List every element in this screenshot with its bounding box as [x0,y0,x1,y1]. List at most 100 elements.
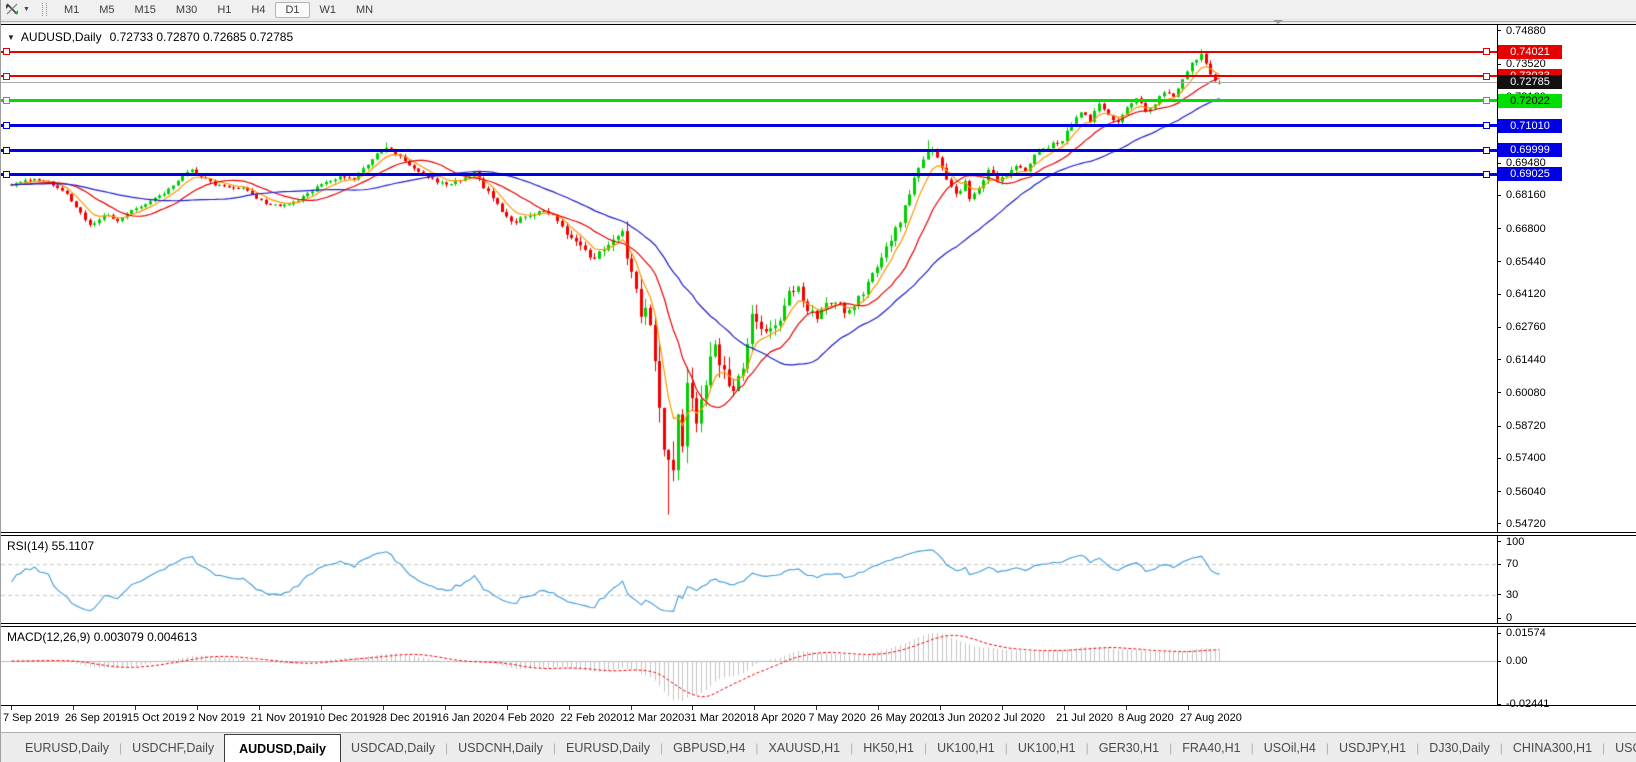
price-tick-label: 0.66800 [1506,222,1546,235]
price-tick-label: 0.64120 [1506,288,1546,301]
price-line-handle[interactable] [3,170,10,178]
tab-separator: | [755,741,759,755]
symbol-dropdown-icon[interactable]: ▼ [7,32,15,42]
price-line[interactable] [1,148,1497,152]
price-axis-tick [1497,30,1501,32]
symbol-tab-uk100-h1[interactable]: UK100,H1 [1017,741,1076,755]
price-axis-tick [1497,228,1501,230]
price-line-handle[interactable] [3,97,10,105]
date-axis: 7 Sep 2019 26 Sep 2019 15 Oct 2019 2 Nov 20… [1,706,1636,732]
price-tick-label: 0.69480 [1506,157,1546,170]
timeframe-button-m5[interactable]: M5 [99,3,115,16]
price-line[interactable] [1,172,1497,176]
scroll-position-marker[interactable] [1273,20,1283,24]
symbol-tab-usdcnh-daily[interactable]: USDCNH,Daily [458,741,543,755]
current-price-line [1,81,1497,83]
price-line-handle[interactable] [3,48,10,56]
symbol-tab-audusd-daily[interactable]: AUDUSD,Daily [224,734,341,762]
price-line-handle[interactable] [3,122,10,130]
price-tick-label: 0.61440 [1506,353,1546,366]
symbol-tab-uk100-h1[interactable]: UK100,H1 [937,741,995,755]
tab-separator: | [1602,741,1606,755]
symbol-tab-usdcad-daily[interactable]: USDCAD,Daily [350,741,435,755]
price-axis-tick [1497,261,1501,263]
toolbar-grip[interactable] [41,3,47,16]
timeframe-button-h1[interactable]: H1 [217,3,232,16]
symbol-tab-fra40-h1[interactable]: FRA40,H1 [1182,741,1241,755]
price-line[interactable] [1,99,1497,103]
price-line-handle[interactable] [1483,122,1490,130]
tab-separator: | [923,741,928,755]
price-line-handle[interactable] [3,146,10,154]
chart-ohlc-values: 0.72733 0.72870 0.72685 0.72785 [109,30,294,44]
symbol-tab-gbpusd-h4[interactable]: GBPUSD,H4 [673,741,746,755]
date-axis-tick [134,706,136,710]
macd-tick-label: 0.00 [1506,655,1528,667]
symbol-tab-china300-h1[interactable]: CHINA300,H1 [1512,741,1593,755]
price-line-handle[interactable] [3,72,10,80]
rsi-chart-canvas[interactable] [1,536,1497,623]
panel-splitter[interactable] [1,532,1636,536]
symbol-tab-eurusd-daily[interactable]: EURUSD,Daily [25,741,110,755]
price-line[interactable] [1,75,1497,78]
price-line-label: 0.71010 [1498,118,1562,133]
price-line[interactable] [1,50,1497,53]
timeframe-button-d1[interactable]: D1 [275,1,310,18]
price-line[interactable] [1,124,1497,128]
symbol-tab-eurusd-daily[interactable]: EURUSD,Daily [565,741,651,755]
date-label: 16 Jan 2020 [436,712,498,724]
price-axis-tick [1497,425,1501,427]
date-label: 31 Mar 2020 [684,712,747,724]
tab-separator: | [1085,741,1089,755]
timeframe-button-m15[interactable]: M15 [134,3,156,16]
current-price-label: 0.72785 [1498,75,1562,90]
price-axis-tick [1497,523,1501,525]
date-label: 4 Feb 2020 [498,712,555,724]
symbol-tab-hk50-h1[interactable]: HK50,H1 [863,741,914,755]
date-axis-tick [754,706,756,710]
price-line-handle[interactable] [1483,72,1490,80]
macd-tick-label: -0.02441 [1506,698,1550,710]
timeframe-button-h4[interactable]: H4 [251,3,266,16]
date-label: 13 Jun 2020 [932,712,993,724]
price-tick-label: 0.62760 [1506,321,1546,334]
symbol-tab-ger30-h1[interactable]: GER30,H1 [1098,741,1160,755]
chart-tools-button[interactable]: ▼ [1,3,34,16]
symbol-tab-dj30-daily[interactable]: DJ30,Daily [1429,741,1490,755]
date-axis-tick [692,706,694,710]
price-line-handle[interactable] [1483,97,1490,105]
panel-splitter[interactable] [1,623,1636,627]
price-axis-tick [1497,162,1501,164]
price-line-handle[interactable] [1483,146,1490,154]
date-axis-tick [630,706,632,710]
symbol-tab-usdjpy-h1[interactable]: USDJPY,H1 [1338,741,1407,755]
price-axis-tick [1497,491,1501,493]
macd-chart-canvas[interactable] [1,627,1497,705]
symbol-tab-usdchf-daily[interactable]: USDCHF,Daily [132,741,215,755]
price-tick-label: 0.74880 [1506,25,1546,37]
timeframe-button-w1[interactable]: W1 [319,3,337,16]
chart-scrollbar[interactable] [1,20,1636,24]
price-axis-border [1497,25,1498,532]
tab-separator: | [850,741,854,755]
timeframe-button-m1[interactable]: M1 [63,3,80,16]
price-line-handle[interactable] [1483,170,1490,178]
price-line-label: 0.69999 [1498,143,1562,158]
price-tick-label: 0.57400 [1506,452,1546,465]
rsi-axis-border [1497,536,1498,623]
price-axis-tick [1497,194,1501,196]
candlestick-chart-canvas[interactable] [1,25,1497,532]
symbol-tab-usoil-h1[interactable]: USOil,H1 [1615,741,1636,755]
rsi-axis-tick [1497,563,1501,565]
tab-separator: | [445,741,449,755]
price-line-handle[interactable] [1483,48,1490,56]
timeframe-button-m30[interactable]: M30 [175,3,198,16]
macd-axis-border [1497,627,1498,705]
symbol-tab-xauusd-h1[interactable]: XAUUSD,H1 [768,741,841,755]
date-label: 7 May 2020 [808,712,866,724]
date-axis-tick [444,706,446,710]
timeframe-button-mn[interactable]: MN [356,3,374,16]
date-label: 2 Nov 2019 [188,712,246,724]
date-axis-tick [568,706,570,710]
symbol-tab-usoil-h4[interactable]: USOil,H4 [1263,741,1316,755]
